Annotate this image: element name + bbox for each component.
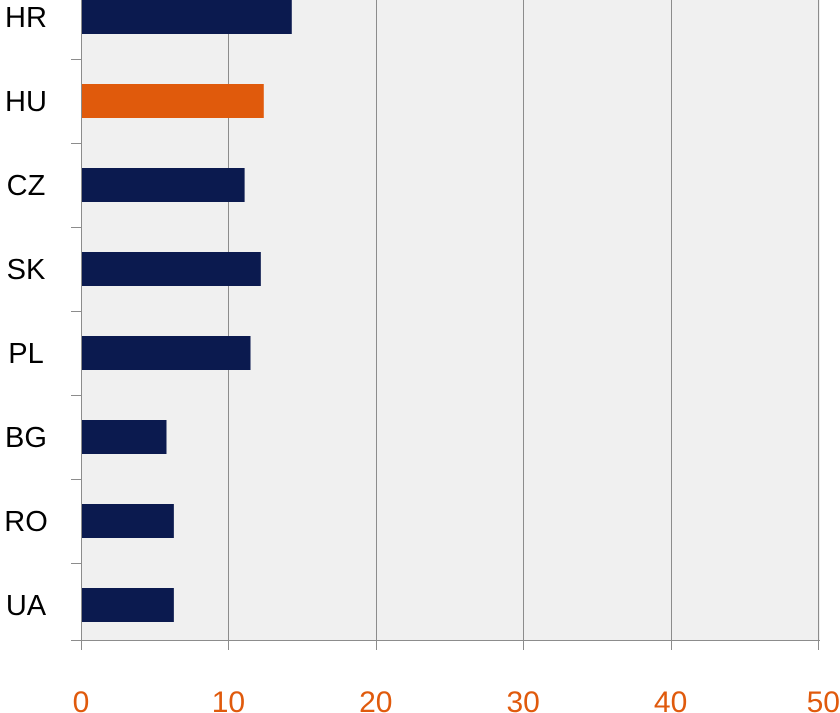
axes	[71, 0, 820, 650]
category-label-ua: UA	[6, 590, 47, 622]
bar-hu	[82, 84, 264, 118]
bar-hr	[82, 0, 292, 34]
x-tick-label-20: 20	[359, 686, 392, 713]
bar-sk	[82, 252, 261, 286]
category-label-pl: PL	[8, 338, 43, 370]
bar-ro	[82, 504, 174, 538]
x-tick-label-0: 0	[73, 686, 90, 713]
x-tick-labels: 0 10 20 30 40 50	[73, 686, 840, 713]
x-tick-label-10: 10	[212, 686, 245, 713]
bar-cz	[82, 168, 245, 202]
x-tick-label-50: 50	[807, 686, 840, 713]
category-label-hu: HU	[5, 86, 47, 118]
bar-pl	[82, 336, 251, 370]
category-label-cz: CZ	[7, 170, 46, 202]
category-label-ro: RO	[4, 506, 48, 538]
bar-bg	[82, 420, 167, 454]
bars	[82, 0, 292, 622]
x-tick-label-30: 30	[507, 686, 540, 713]
category-label-hr: HR	[5, 2, 47, 34]
bar-ua	[82, 588, 174, 622]
category-labels: HR HU CZ SK PL BG RO UA	[4, 2, 48, 622]
x-tick-label-40: 40	[654, 686, 687, 713]
category-label-bg: BG	[5, 422, 47, 454]
category-label-sk: SK	[7, 254, 46, 286]
